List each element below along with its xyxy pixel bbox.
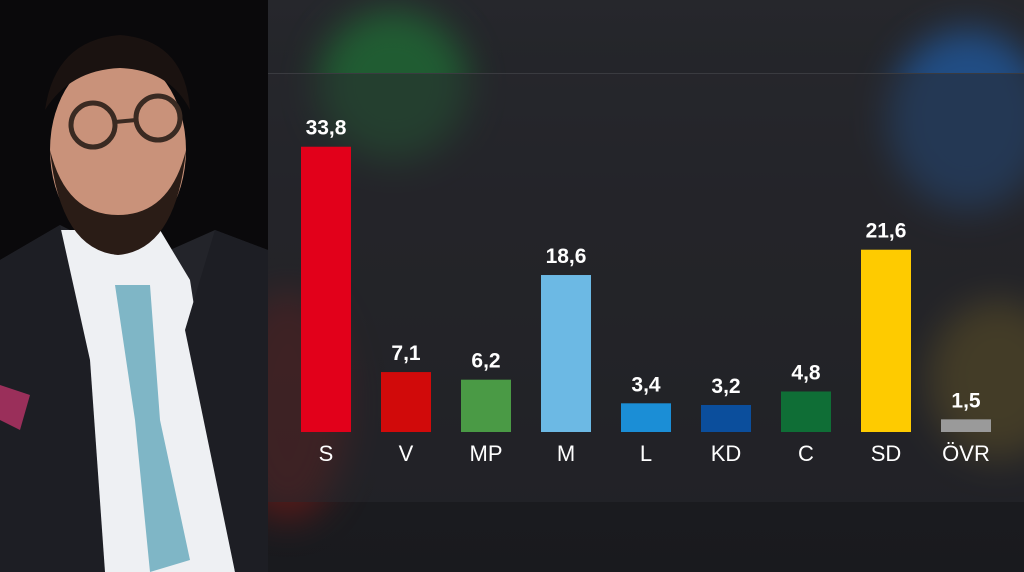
chart-stage: 33,8 S 7,1 V 6,2 MP 18,6 M 3,4 L 3,2 KD 4,8 C 21,6 SD 1,… [268,0,1024,572]
bar-s [301,146,351,432]
bar-v [381,372,431,432]
value-label: 3,2 [711,375,740,398]
bar-mp [461,379,511,432]
bar-övr [941,419,991,432]
category-label: C [798,441,814,466]
category-label: MP [470,441,503,466]
bar-kd [701,404,751,432]
value-label: 21,6 [866,220,907,243]
value-label: 6,2 [471,350,500,373]
category-label: S [319,441,334,466]
category-label: SD [871,441,902,466]
bar-l [621,403,671,432]
category-label: M [557,441,575,466]
value-label: 7,1 [391,342,421,365]
bar-chart: 33,8 S 7,1 V 6,2 MP 18,6 M 3,4 L 3,2 KD 4,8 C 21,6 SD 1,… [301,117,991,466]
portrait-photo [0,0,268,572]
bar-m [541,275,591,432]
category-label: V [399,441,414,466]
value-label: 4,8 [791,361,821,384]
category-label: KD [711,441,742,466]
bar-c [781,391,831,432]
bar-sd [861,249,911,432]
value-label: 1,5 [951,389,981,412]
person-illustration [0,0,268,572]
category-label: L [640,441,652,466]
value-label: 3,4 [631,373,661,396]
value-label: 33,8 [306,117,347,140]
category-label: ÖVR [942,441,990,466]
value-label: 18,6 [546,245,587,268]
